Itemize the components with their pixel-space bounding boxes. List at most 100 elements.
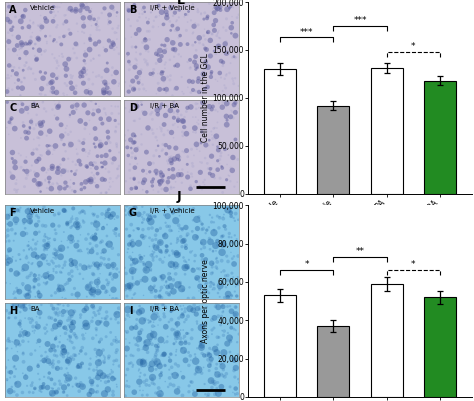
Point [139, 108, 146, 115]
Point [69, 7, 77, 14]
Point [21, 225, 29, 231]
Point [203, 160, 211, 166]
Point [162, 112, 169, 119]
Point [41, 231, 49, 237]
Point [55, 282, 63, 289]
Point [53, 310, 61, 316]
Point [108, 341, 116, 347]
Point [208, 30, 216, 36]
Point [165, 367, 173, 373]
Point [93, 367, 100, 373]
Point [71, 308, 78, 314]
Point [36, 344, 44, 350]
Point [132, 30, 140, 37]
Point [208, 317, 216, 323]
Point [212, 51, 219, 57]
Text: ***: *** [300, 28, 314, 36]
Point [215, 390, 222, 397]
Point [191, 371, 199, 377]
Point [105, 353, 113, 360]
Point [206, 212, 214, 218]
Point [150, 249, 158, 255]
Point [201, 352, 208, 358]
Point [144, 62, 151, 68]
Point [5, 46, 12, 53]
Point [189, 248, 196, 254]
Point [36, 120, 44, 126]
Point [179, 227, 186, 233]
Point [92, 165, 100, 171]
Point [144, 212, 151, 218]
Point [211, 369, 219, 375]
Point [68, 291, 76, 298]
Point [67, 354, 75, 360]
Point [201, 10, 209, 16]
Point [161, 351, 168, 357]
Point [97, 115, 105, 122]
Point [94, 289, 101, 295]
Point [23, 255, 30, 261]
Point [72, 85, 80, 92]
Point [45, 235, 52, 242]
Point [103, 309, 110, 315]
Point [113, 311, 121, 318]
Point [152, 349, 160, 355]
Point [60, 308, 67, 315]
Point [167, 185, 175, 192]
Point [19, 302, 27, 308]
Point [163, 290, 171, 296]
Point [36, 261, 44, 267]
Point [125, 59, 133, 65]
Point [15, 186, 22, 193]
Point [226, 337, 234, 344]
Point [148, 225, 156, 231]
Point [38, 24, 46, 30]
Point [47, 9, 55, 15]
Bar [424, 81, 456, 194]
Point [68, 103, 76, 110]
Point [90, 56, 98, 62]
Point [198, 240, 205, 246]
Point [215, 313, 222, 319]
Point [112, 124, 120, 130]
Point [91, 179, 99, 186]
Point [26, 103, 33, 109]
Point [219, 214, 227, 220]
Point [158, 148, 165, 154]
Point [191, 258, 199, 264]
Point [9, 98, 17, 104]
Point [135, 332, 143, 338]
Point [73, 42, 81, 49]
Point [213, 47, 220, 53]
Point [96, 27, 103, 33]
Point [32, 76, 39, 83]
Point [187, 17, 195, 24]
Point [97, 255, 105, 261]
Point [83, 89, 91, 95]
Point [94, 263, 102, 269]
Point [175, 157, 183, 163]
Point [149, 97, 157, 103]
Point [197, 339, 205, 346]
Point [36, 135, 43, 142]
Point [217, 153, 225, 159]
Point [97, 378, 105, 384]
Point [121, 282, 128, 289]
Point [31, 277, 39, 284]
Point [85, 76, 92, 83]
Point [105, 17, 112, 23]
Point [220, 328, 228, 334]
Point [170, 341, 178, 347]
Point [160, 86, 168, 93]
Point [86, 264, 93, 271]
Point [143, 149, 150, 155]
Point [196, 283, 204, 290]
Point [113, 381, 120, 388]
Point [76, 73, 84, 80]
Point [106, 179, 113, 186]
Point [126, 167, 134, 174]
Point [36, 181, 44, 187]
Point [86, 240, 94, 247]
Point [235, 279, 243, 285]
Point [171, 86, 178, 93]
